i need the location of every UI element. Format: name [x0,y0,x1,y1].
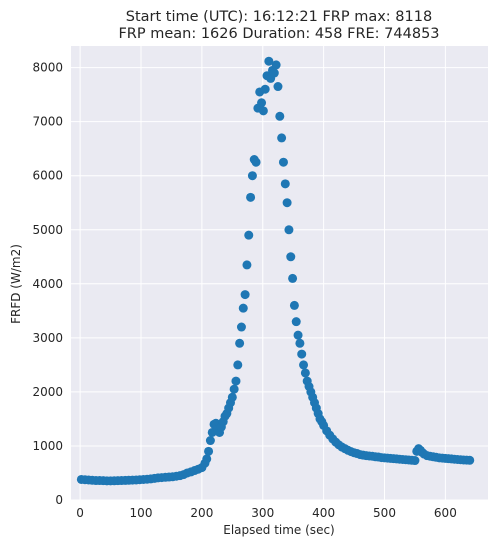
x-tick-label: 400 [312,506,335,520]
data-point [231,376,241,386]
y-tick-label: 2000 [32,385,63,399]
y-tick-label: 6000 [32,169,63,183]
x-tick-label: 200 [190,506,213,520]
x-tick-label: 600 [434,506,457,520]
data-point [273,82,283,92]
y-tick-label: 0 [55,493,63,507]
data-point [244,230,254,240]
data-point [289,300,299,310]
data-point [258,106,268,116]
data-point [275,111,285,121]
x-axis-label: Elapsed time (sec) [223,523,334,537]
data-point [240,290,250,300]
data-point [299,360,309,370]
data-point [238,303,248,313]
data-point [264,56,274,66]
data-point [297,349,307,359]
data-point [202,454,212,464]
data-point [293,330,303,340]
data-point [227,392,237,402]
data-point [247,171,257,181]
data-point [465,455,475,465]
data-point [233,360,243,370]
data-point [295,338,305,348]
data-point [271,60,281,70]
data-point [246,192,256,202]
x-tick-label: 100 [130,506,153,520]
data-point [282,198,292,208]
grid [71,46,488,501]
y-axis-label: FRFD (W/m2) [9,244,23,324]
data-point [286,252,296,262]
y-tick-label: 8000 [32,61,63,75]
data-point [236,322,246,332]
data-point [205,436,215,446]
data-point [251,157,261,167]
y-tick-label: 4000 [32,277,63,291]
x-tick-label: 300 [251,506,274,520]
chart-title-line-2: FRP mean: 1626 Duration: 458 FRE: 744853 [118,26,439,42]
y-tick-labels: 0 1000 2000 3000 4000 5000 6000 7000 8000 [32,61,63,507]
y-tick-label: 3000 [32,331,63,345]
chart-title-line-1: Start time (UTC): 16:12:21 FRP max: 8118 [126,9,432,25]
data-point [235,338,245,348]
x-tick-label: 0 [76,506,84,520]
data-point [300,368,310,378]
data-point [278,157,288,167]
data-point [204,446,214,456]
data-point [284,225,294,235]
y-tick-label: 1000 [32,439,63,453]
data-point [269,68,279,78]
data-point [257,98,267,108]
data-point [288,273,298,283]
x-tick-labels: 0 100 200 300 400 500 600 [76,506,457,520]
y-tick-label: 7000 [32,115,63,129]
data-points [76,56,475,486]
data-point [242,260,252,270]
data-point [291,317,301,327]
data-point [410,456,420,466]
y-tick-label: 5000 [32,223,63,237]
data-point [260,84,270,94]
data-point [280,179,290,189]
x-tick-label: 500 [373,506,396,520]
data-point [277,133,287,143]
data-point [229,384,239,394]
